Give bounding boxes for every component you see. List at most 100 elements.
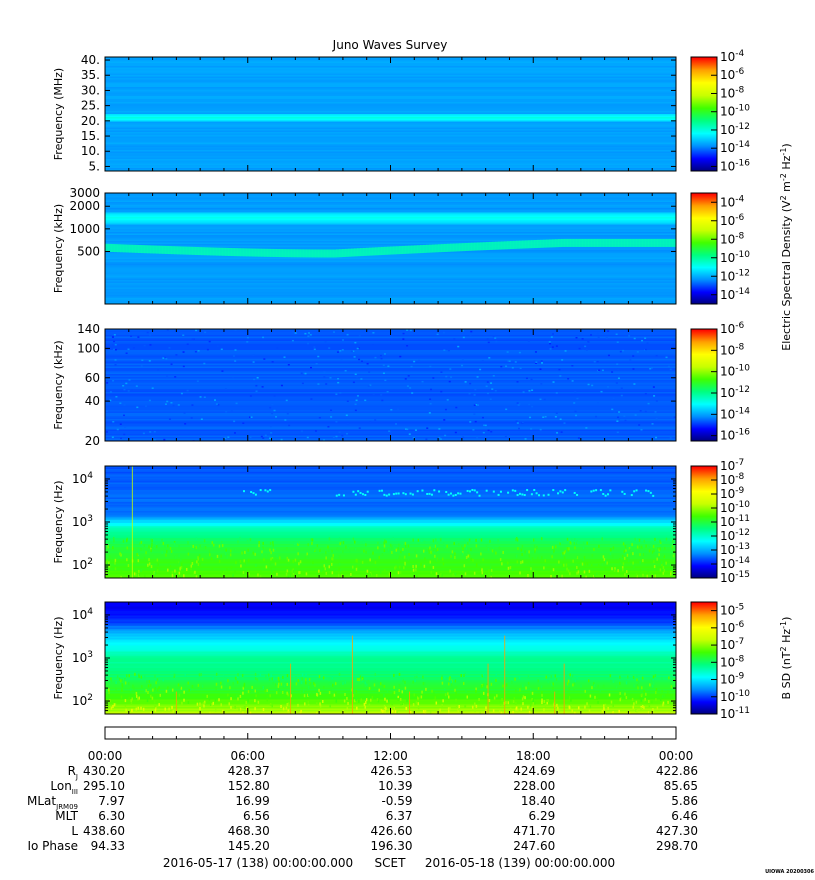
y-tick-label: 100 [77,341,100,355]
spectrogram-image [105,466,676,578]
time-axis: 00:00 06:00 12:00 18:00 00:00 [88,726,694,763]
ephemeris-value: 430.20 [83,764,125,778]
y-axis-label: Frequency (Hz) [52,481,65,564]
footer-credit: UIOWA 20200306 [765,869,814,875]
colorbar-tick-label: 10-10 [720,364,750,379]
time-tick-label: 00:00 [659,749,694,763]
figure-title: Juno Waves Survey [332,38,448,52]
colorbar-1: 10-4 10-6 10-8 10-10 10-12 10-14 10-16 [690,49,750,173]
colorbar-frame [690,328,718,442]
ephemeris-row-label: MLatJRM09 [27,794,78,811]
ephemeris-row-label: RJ [68,764,78,781]
ephemeris-value: 426.60 [371,824,413,838]
ephemeris-value: 10.39 [378,779,412,793]
colorbar-tick-label: 10-14 [720,140,750,155]
footer-start-time: 2016-05-17 (138) 00:00:00.000 [163,856,353,870]
spectrogram-image [105,329,676,441]
y-tick-label: 500 [77,244,100,258]
time-tick-label: 06:00 [230,749,265,763]
ephemeris-value: 6.37 [386,809,413,823]
y-axis-label: Frequency (kHz) [52,340,65,429]
colorbar-tick-label: 10-8 [720,85,745,100]
spectrogram-image [105,602,676,714]
colorbar-4: 10-710-810-910-1010-1110-1210-1310-1410-… [690,458,750,585]
ephemeris-value: 422.86 [656,764,698,778]
y-tick-label: 1000 [69,222,100,236]
colorbar-tick-label: 10-14 [720,406,750,421]
spectrogram-panel-5: 104 103 102 B SD (nT2 Hz-1) Frequency (Hz) [52,601,793,715]
y-tick-label: 3000 [69,186,100,200]
ephemeris-value: 7.97 [98,794,125,808]
colorbar-tick-label: 10-12 [720,268,750,283]
colorbar-tick-label: 10-14 [720,287,750,302]
ephemeris-value: 196.30 [371,839,413,853]
colorbar-tick-label: 10-12 [720,385,750,400]
colorbar-label-electric: Electric Spectral Density (V2 m-2 Hz-1) [779,143,793,350]
colorbar-tick-label: 10-11 [720,514,750,529]
spectrogram-panel-1: 40.35.30. 25.20.15.10.5. Frequency (MHz) [52,53,677,173]
colorbar-tick-label: 10-4 [720,194,745,209]
spectrogram-panel-3: 140 100 60 40 20 Frequency (kHz) [52,322,677,448]
colorbar-frame [690,601,718,715]
time-tick-label: 18:00 [516,749,551,763]
colorbar-tick-label: 10-15 [720,570,750,585]
ephemeris-value: 428.37 [228,764,270,778]
y-tick-label: 102 [72,557,93,572]
ephemeris-row-label: L [71,824,78,838]
colorbar-tick-label: 10-12 [720,122,750,137]
y-tick-label: 30. [81,83,100,97]
colorbar-tick-label: 10-8 [720,231,745,246]
y-tick-label: 104 [72,471,93,486]
spectrogram-image [105,193,676,304]
ephemeris-value: 295.10 [83,779,125,793]
colorbar-tick-label: 10-16 [720,158,750,173]
y-tick-label: 104 [72,607,93,622]
colorbar-tick-label: 10-9 [720,672,745,687]
ephemeris-value: 16.99 [235,794,269,808]
ephemeris-value: 6.30 [98,809,125,823]
ephemeris-value: 471.70 [513,824,555,838]
colorbar-tick-label: 10-6 [720,321,745,336]
y-tick-label: 40. [81,53,100,67]
y-tick-label: 103 [72,514,93,529]
colorbar-tick-label: 10-8 [720,342,745,357]
y-tick-label: 15. [81,129,100,143]
ephemeris-value: -0.59 [381,794,412,808]
spectrogram-image [105,57,676,171]
y-axis-label-freq: Frequency (Hz) [52,617,65,700]
colorbar-tick-label: 10-14 [720,556,750,571]
time-tick-label: 00:00 [88,749,123,763]
colorbars: 10-4 10-6 10-8 10-10 10-12 10-14 10-16 10-4 10-6… [690,49,793,721]
colorbar-tick-label: 10-6 [720,213,745,228]
colorbar-tick-label: 10-12 [720,528,750,543]
y-tick-label: 20 [85,434,100,448]
colorbar-tick-label: 10-9 [720,486,745,501]
ephemeris-value: 468.30 [228,824,270,838]
colorbar-tick-label: 10-8 [720,654,745,669]
colorbar-tick-label: 10-10 [720,500,750,515]
y-tick-label: 20. [81,114,100,128]
y-tick-label: 140 [77,322,100,336]
ephemeris-value: 298.70 [656,839,698,853]
colorbar-tick-label: 10-10 [720,104,750,119]
ephemeris-table: RJ 430.20 428.37 426.53 424.69 422.86 LonIII 29… [27,764,698,853]
ephemeris-value: 247.60 [513,839,555,853]
ephemeris-row-label: Io Phase [27,839,78,853]
y-axis-label: B SD (nT2 Hz-1) [779,617,793,700]
ephemeris-value: 5.86 [671,794,698,808]
y-tick-label: 103 [72,650,93,665]
ephemeris-value: 427.30 [656,824,698,838]
ephemeris-value: 94.33 [91,839,125,853]
ephemeris-value: 6.46 [671,809,698,823]
colorbar-tick-label: 10-10 [720,689,750,704]
y-axis-label: Frequency (kHz) [52,204,65,293]
colorbar-2: 10-4 10-6 10-8 10-10 10-12 10-14 [690,192,750,305]
y-tick-label: 5. [89,159,100,173]
spectrogram-panel-4: 104 103 102 Frequency (Hz) [52,465,677,579]
colorbar-tick-label: 10-10 [720,250,750,265]
panels: 40.35.30. 25.20.15.10.5. Frequency (MHz) 30… [52,53,793,715]
ephemeris-value: 228.00 [513,779,555,793]
footer-end-time: 2016-05-18 (139) 00:00:00.000 [425,856,615,870]
